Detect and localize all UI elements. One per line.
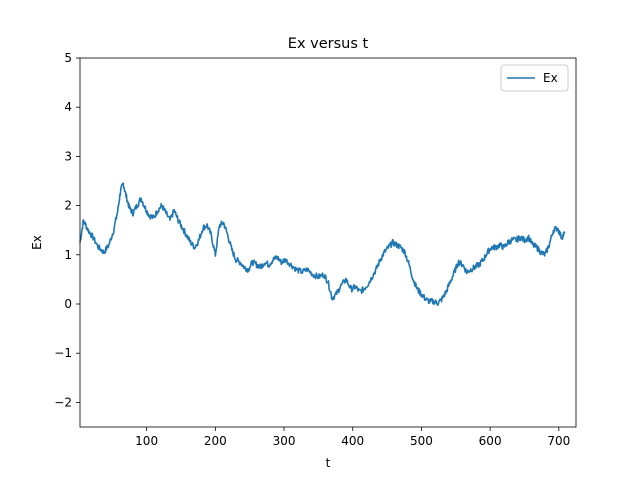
x-tick-label: 700 [547, 434, 570, 448]
x-axis-title: t [326, 456, 331, 470]
y-tick-label: 5 [64, 51, 72, 65]
y-tick-label: 2 [64, 199, 72, 213]
x-tick-label: 300 [273, 434, 296, 448]
y-tick-label: −2 [54, 395, 72, 409]
x-tick-label: 100 [135, 434, 158, 448]
series-layer [79, 182, 566, 306]
y-axis-title: Ex [30, 235, 44, 250]
chart-title: Ex versus t [288, 36, 369, 52]
series-line-ex [79, 182, 566, 306]
legend: Ex [500, 64, 569, 92]
x-tick-label: 200 [204, 434, 227, 448]
plot-frame [79, 57, 577, 428]
y-axis: −2 −1 0 1 2 3 4 5 [54, 51, 80, 409]
y-tick-label: −1 [54, 346, 72, 360]
plot-area [80, 58, 576, 427]
y-tick-label: 3 [64, 149, 72, 163]
y-tick-label: 1 [64, 248, 72, 262]
legend-label-ex: Ex [543, 71, 558, 85]
x-tick-label: 600 [479, 434, 502, 448]
x-tick-label: 400 [341, 434, 364, 448]
x-tick-label: 500 [410, 434, 433, 448]
x-axis: 100 200 300 400 500 600 700 [135, 427, 570, 448]
y-tick-label: 4 [64, 100, 72, 114]
y-tick-label: 0 [64, 297, 72, 311]
